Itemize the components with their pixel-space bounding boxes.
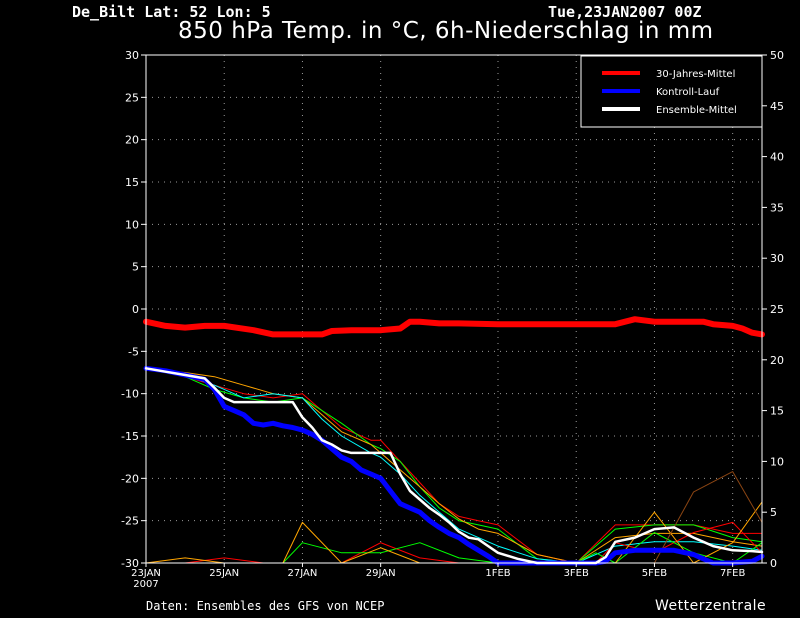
left-tick-label: 25 xyxy=(125,91,139,104)
right-tick-label: 50 xyxy=(770,49,784,62)
right-tick-label: 45 xyxy=(770,100,784,113)
right-tick-label: 20 xyxy=(770,354,784,367)
plot-frame xyxy=(145,54,763,564)
member-temperature-line xyxy=(145,367,762,564)
data-credit: Daten: Ensembles des GFS von NCEP xyxy=(146,599,385,613)
legend-label: 30-Jahres-Mittel xyxy=(656,69,735,80)
x-tick-label: 1FEB xyxy=(485,568,510,579)
left-tick-label: 5 xyxy=(132,261,139,274)
left-tick-label: -30 xyxy=(121,557,139,570)
x-tick-label: 23JAN xyxy=(131,568,161,579)
left-tick-label: -25 xyxy=(121,515,139,528)
grid xyxy=(146,55,762,563)
axes: 302520151050-5-10-15-20-25-3050454035302… xyxy=(121,49,784,590)
left-tick-label: -10 xyxy=(121,388,139,401)
right-tick-label: 5 xyxy=(770,506,777,519)
brand-label: Wetterzentrale xyxy=(655,598,767,614)
left-tick-label: -20 xyxy=(121,472,139,485)
left-tick-label: 20 xyxy=(125,134,139,147)
run-time-label: Tue,23JAN2007 00Z xyxy=(548,3,702,21)
x-tick-label: 7FEB xyxy=(720,568,745,579)
legend: 30-Jahres-Mittel Kontroll-Lauf Ensemble-Mi… xyxy=(580,55,763,128)
right-tick-label: 10 xyxy=(770,455,784,468)
left-tick-label: -15 xyxy=(121,430,139,443)
x-tick-label: 27JAN xyxy=(288,568,318,579)
left-tick-label: 10 xyxy=(125,218,139,231)
left-tick-label: 0 xyxy=(132,303,139,316)
left-tick-label: 30 xyxy=(125,49,139,62)
x-tick-label: 25JAN xyxy=(209,568,239,579)
right-tick-label: 0 xyxy=(770,557,777,570)
x-tick-label: 3FEB xyxy=(564,568,589,579)
x-tick-label: 5FEB xyxy=(642,568,667,579)
left-tick-label: 15 xyxy=(125,176,139,189)
right-tick-label: 25 xyxy=(770,303,784,316)
chart-title: 850 hPa Temp. in °C, 6h-Niederschlag in … xyxy=(178,18,714,44)
series-line xyxy=(144,367,764,565)
series-line xyxy=(143,316,765,338)
member-temperature-line xyxy=(145,369,763,564)
right-tick-label: 35 xyxy=(770,201,784,214)
right-tick-label: 15 xyxy=(770,405,784,418)
main-series-lines xyxy=(143,316,765,566)
legend-label: Kontroll-Lauf xyxy=(656,87,720,98)
legend-label: Ensemble-Mittel xyxy=(656,105,737,116)
station-label: De_Bilt Lat: 52 Lon: 5 xyxy=(72,3,271,21)
series-line xyxy=(143,365,765,566)
member-precip-line xyxy=(145,501,763,564)
member-temperature-line xyxy=(145,367,763,564)
right-tick-label: 40 xyxy=(770,151,784,164)
right-tick-label: 30 xyxy=(770,252,784,265)
left-tick-label: -5 xyxy=(128,345,139,358)
x-year-label: 2007 xyxy=(133,579,158,590)
x-tick-label: 29JAN xyxy=(366,568,396,579)
